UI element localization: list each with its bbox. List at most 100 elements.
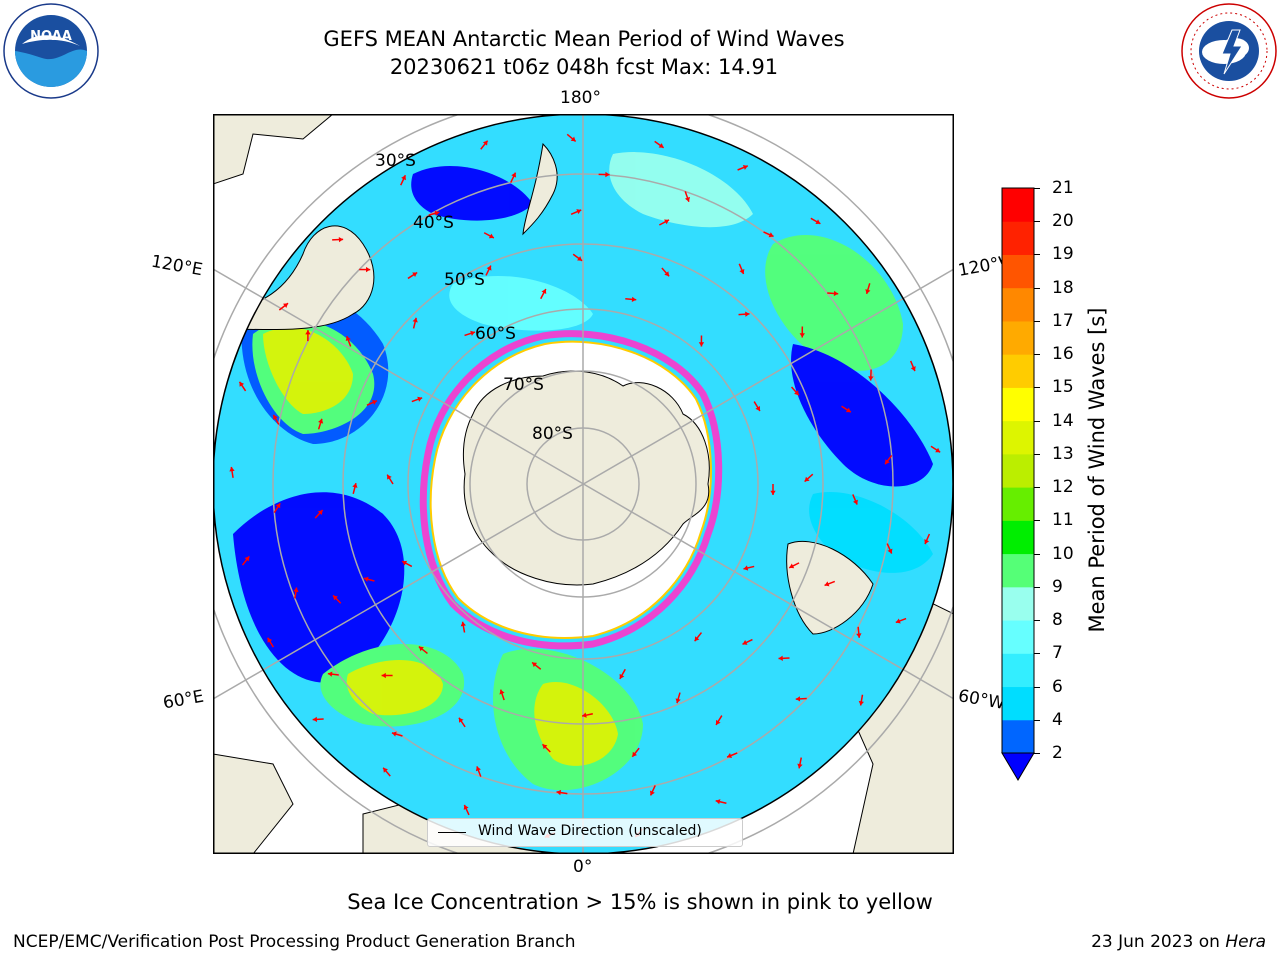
wind-arrow-head: [488, 233, 494, 239]
colorbar-tick-label: 9: [1052, 576, 1063, 597]
colorbar-tick-label: 11: [1052, 510, 1074, 531]
colorbar-tick: [1034, 387, 1040, 389]
wind-arrow-head: [768, 232, 774, 238]
wind-arrow-head: [532, 662, 538, 668]
wind-arrow-head: [865, 289, 871, 294]
colorbar-segment: [1002, 420, 1034, 455]
colorbar-segment: [1002, 221, 1034, 255]
wind-arrow-head: [694, 636, 700, 642]
colorbar-segment: [1002, 520, 1034, 555]
legend-line-icon: [438, 832, 466, 833]
wave-period-field: [233, 152, 933, 791]
wind-arrow-head: [383, 767, 388, 773]
australia: [213, 225, 375, 331]
wind-arrow-head: [684, 196, 690, 202]
colorbar-label: Mean Period of Wind Waves [s]: [1085, 307, 1109, 633]
colorbar-tick: [1034, 620, 1040, 622]
wind-arrow-head: [482, 140, 488, 146]
lon-label-60w: 60°W: [956, 686, 1007, 714]
colorbar-tick: [1034, 420, 1040, 422]
wind-arrow-head: [799, 333, 805, 338]
wind-arrow-head: [632, 751, 638, 757]
wind-arrow-head: [391, 731, 397, 737]
wind-arrow-head: [770, 490, 776, 495]
wind-arrow-head: [833, 290, 839, 297]
wind-arrow-head: [619, 673, 625, 679]
wind-arrow-head: [794, 390, 799, 396]
colorbar-segment: [1002, 620, 1034, 654]
lon-label-120e: 120°E: [149, 251, 205, 281]
wind-arrow-head: [372, 399, 378, 405]
wind-arrow-head: [229, 466, 235, 472]
colorbar-tick: [1034, 753, 1040, 754]
colorbar-tick-label: 17: [1052, 310, 1074, 331]
wind-arrow-head: [727, 753, 733, 758]
colorbar-segment: [1002, 254, 1034, 289]
wind-arrow-head: [267, 637, 273, 643]
colorbar-tick: [1034, 686, 1040, 688]
colorbar-segment: [1002, 453, 1034, 488]
colorbar-tick-label: 19: [1052, 244, 1074, 265]
wind-arrow-head: [327, 671, 333, 677]
lon-label-60e: 60°E: [161, 686, 206, 714]
wind-arrow-head: [649, 790, 655, 796]
wind-arrow-head: [318, 418, 324, 424]
wind-arrow-head: [739, 269, 745, 274]
wind-arrow-head: [664, 219, 670, 225]
wind-arrow-head: [577, 256, 583, 261]
chart-title: GEFS MEAN Antarctic Mean Period of Wind …: [323, 27, 845, 51]
colorbar-tick: [1034, 254, 1040, 256]
wind-arrow-head: [556, 789, 562, 796]
wind-arrow-head: [742, 164, 748, 170]
colorbar-tick-label: 21: [1052, 178, 1074, 198]
colorbar-tick: [1034, 287, 1040, 289]
map-legend: Wind Wave Direction (unscaled): [427, 818, 743, 847]
wind-arrow-head: [853, 499, 858, 505]
colorbar: [1001, 187, 1035, 781]
wind-arrow-head: [576, 209, 582, 215]
colorbar-segment: [1002, 320, 1034, 355]
wind-arrow-head: [486, 265, 492, 271]
wind-arrow-head: [338, 236, 344, 243]
footer-left: NCEP/EMC/Verification Post Processing Pr…: [13, 932, 576, 952]
colorbar-tick: [1034, 453, 1040, 455]
wind-arrow-head: [475, 766, 481, 772]
svg-text:NOAA: NOAA: [30, 29, 72, 44]
wind-arrow-head: [418, 646, 424, 652]
wind-arrow-head: [858, 700, 864, 706]
wind-arrow-head: [755, 405, 760, 411]
footer-right: 23 Jun 2023 on Hera: [1091, 932, 1266, 952]
colorbar-tick-label: 16: [1052, 344, 1074, 365]
colorbar-tick-label: 7: [1052, 643, 1063, 664]
lat-label-50s: 50°S: [444, 270, 485, 290]
wind-arrow-head: [460, 621, 466, 627]
nws-logo: [1181, 3, 1277, 99]
wind-arrow-head: [239, 381, 245, 387]
wind-arrow-head: [715, 799, 721, 805]
noaa-logo: NOAA: [3, 3, 99, 99]
polar-map: [213, 114, 954, 854]
colorbar-tick: [1034, 520, 1040, 522]
colorbar-segment: [1002, 188, 1034, 222]
wind-arrow-head: [715, 719, 721, 725]
wind-arrow-head: [605, 171, 610, 178]
lat-label-30s: 30°S: [375, 151, 416, 171]
sea-ice-edge: [419, 330, 723, 650]
wind-arrow-head: [797, 763, 803, 769]
wind-arrow-head: [698, 342, 705, 347]
colorbar-tick: [1034, 553, 1040, 555]
wind-arrow-head: [910, 366, 916, 372]
lat-label-80s: 80°S: [532, 424, 573, 444]
colorbar-tick: [1034, 719, 1040, 721]
wind-arrow-head: [570, 136, 576, 142]
wind-arrow-head: [363, 576, 369, 582]
wind-arrow-head: [824, 581, 830, 587]
wind-arrow-head: [658, 143, 664, 148]
colorbar-tick-label: 2: [1052, 743, 1063, 763]
wind-arrow-head: [333, 595, 338, 601]
colorbar-tick: [1034, 586, 1040, 588]
wind-arrow-head: [804, 476, 810, 482]
colorbar-segment: [1002, 653, 1034, 688]
colorbar-tick-label: 6: [1052, 676, 1063, 697]
wind-arrow-head: [664, 271, 670, 277]
